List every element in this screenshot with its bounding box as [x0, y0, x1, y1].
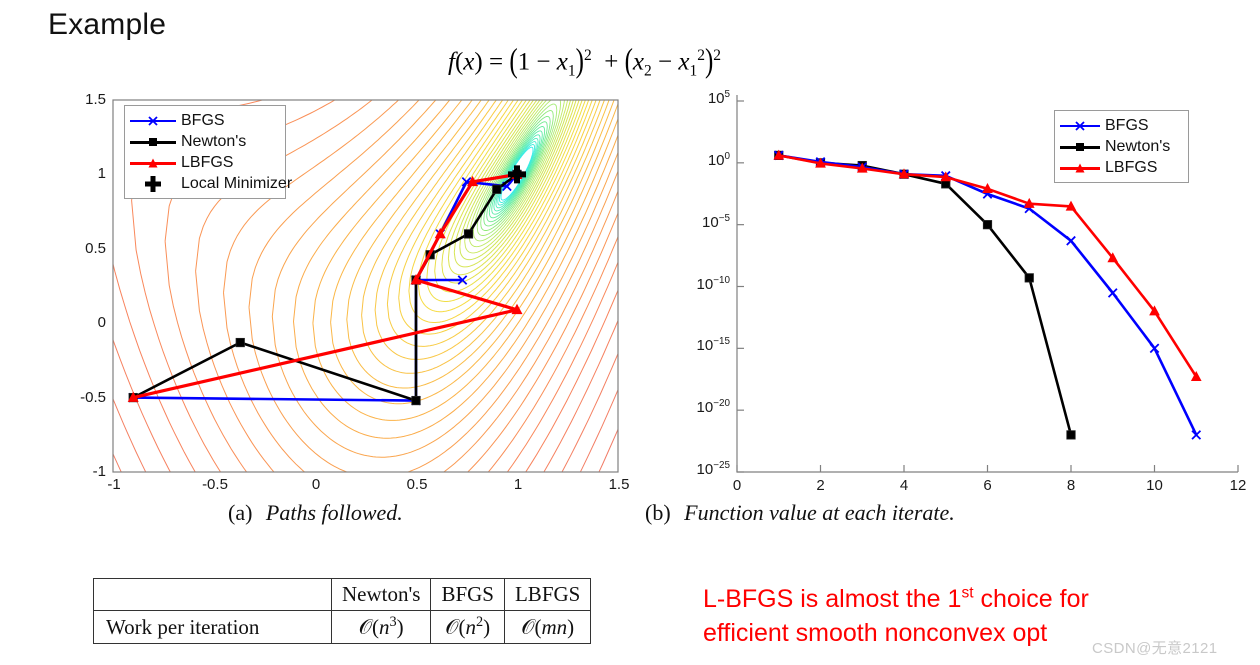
y-ticklabel: 100: [707, 150, 730, 169]
lbfgs-note: L-BFGS is almost the 1st choice for effi…: [703, 583, 1223, 651]
figure-function-value: 105 100 10−5 10−10 10−15 10−20 10−25 0 2 4 6 8 10 12…: [645, 0, 1260, 545]
watermark: CSDN@无意2121: [1092, 640, 1218, 657]
x-ticklabel: 0: [732, 477, 742, 494]
table-header-blank: [93, 578, 332, 611]
x-ticklabel: 8: [1066, 477, 1076, 494]
table-header-lbfgs: LBFGS: [503, 578, 592, 611]
lbfgs-note-line1-post: choice for: [973, 585, 1089, 613]
legend-item-lbfgs[interactable]: LBFGS: [130, 152, 278, 173]
table-row-label: Work per iteration: [93, 610, 332, 644]
legend-label-local-minimizer: Local Minimizer: [181, 174, 293, 192]
contour-lines: [113, 100, 618, 472]
figure-b-caption-text: Function value at each iterate.: [684, 500, 955, 525]
lbfgs-note-line2: efficient smooth nonconvex opt: [703, 618, 1048, 647]
legend-item-bfgs[interactable]: BFGS: [130, 110, 278, 131]
figure-a-caption-label: (a): [228, 500, 253, 525]
x-ticklabel: 12: [1229, 477, 1247, 494]
x-ticklabel: 6: [983, 477, 992, 494]
table-header-bfgs: BFGS: [430, 578, 505, 611]
triangle-marker-icon: [148, 158, 158, 167]
legend-item-lbfgs-b[interactable]: LBFGS: [1060, 157, 1181, 178]
y-ticklabel: 10−15: [696, 336, 730, 355]
legend-swatch-local-minimizer: [130, 175, 176, 193]
legend-swatch-lbfgs-b: [1060, 159, 1100, 177]
legend-item-newtons-b[interactable]: Newton's: [1060, 136, 1181, 157]
legend-label-lbfgs-b: LBFGS: [1105, 158, 1158, 176]
paths-plot-svg: [112, 99, 619, 473]
figure-paths-followed: 1.5 1 0.5 0 -0.5 -1 -1 -0.5 0 0.5 1 1.5: [0, 0, 660, 545]
legend-item-newtons[interactable]: Newton's: [130, 131, 278, 152]
legend-swatch-bfgs-b: [1060, 117, 1100, 135]
legend-swatch-lbfgs: [130, 154, 176, 172]
lbfgs-note-line1: L-BFGS is almost the 1st choice for: [703, 583, 1223, 617]
convergence-plot-svg: [736, 95, 1239, 473]
page-title: Example: [48, 8, 167, 41]
x-ticklabel: 10: [1146, 477, 1163, 494]
figure-b-caption-label: (b): [645, 500, 671, 525]
legend-label-bfgs: BFGS: [181, 111, 225, 129]
y-ticklabel: 10−5: [702, 212, 730, 231]
table-row: Work per iteration 𝒪(n3) 𝒪(n2) 𝒪(mn): [93, 610, 592, 644]
y-ticklabel: 10−25: [696, 460, 730, 478]
figure-a-caption-text: Paths followed.: [265, 500, 403, 525]
y-ticklabel: 10−10: [696, 274, 730, 293]
x-marker-icon: [1075, 120, 1085, 131]
x-marker-icon: [148, 115, 158, 126]
table-cell-lbfgs-cost: 𝒪(mn): [503, 610, 592, 644]
x-ticklabel: 2: [816, 477, 825, 494]
x-ticklabel: 4: [899, 477, 909, 494]
lbfgs-note-ordinal: st: [961, 584, 974, 602]
legend-swatch-bfgs: [130, 112, 176, 130]
legend-label-lbfgs: LBFGS: [181, 153, 234, 171]
figure-a-legend[interactable]: BFGS Newton's LBFGS: [124, 105, 292, 199]
work-per-iteration-table: Newton's BFGS LBFGS Work per iteration 𝒪…: [93, 578, 592, 644]
objective-formula: f(x) = (1 − x1)2 + (x2 − x12)2: [448, 43, 722, 80]
table-cell-bfgs-cost: 𝒪(n2): [430, 610, 505, 644]
legend-swatch-newtons: [130, 133, 176, 151]
lbfgs-note-line1-pre: L-BFGS is almost the 1: [703, 585, 962, 613]
triangle-marker-icon: [1075, 163, 1085, 172]
figure-a-caption: (a) Paths followed.: [228, 500, 403, 526]
legend-item-local-minimizer[interactable]: Local Minimizer: [130, 173, 292, 194]
figure-b-caption: (b) Function value at each iterate.: [645, 500, 955, 526]
table-header-row: Newton's BFGS LBFGS: [93, 578, 592, 611]
square-marker-icon: [149, 137, 157, 146]
y-ticklabel: 10−20: [696, 398, 730, 417]
table-header-newtons: Newton's: [330, 578, 432, 611]
legend-item-bfgs-b[interactable]: BFGS: [1060, 115, 1181, 136]
legend-label-newtons: Newton's: [181, 132, 247, 150]
plus-marker-icon: [145, 175, 161, 192]
legend-label-newtons-b: Newton's: [1105, 137, 1171, 155]
legend-swatch-newtons-b: [1060, 138, 1100, 156]
square-marker-icon: [1076, 142, 1084, 151]
y-ticklabel: 105: [707, 89, 730, 107]
legend-label-bfgs-b: BFGS: [1105, 116, 1149, 134]
figure-b-legend[interactable]: BFGS Newton's LBFGS: [1054, 110, 1189, 183]
table-cell-newtons-cost: 𝒪(n3): [330, 610, 432, 644]
